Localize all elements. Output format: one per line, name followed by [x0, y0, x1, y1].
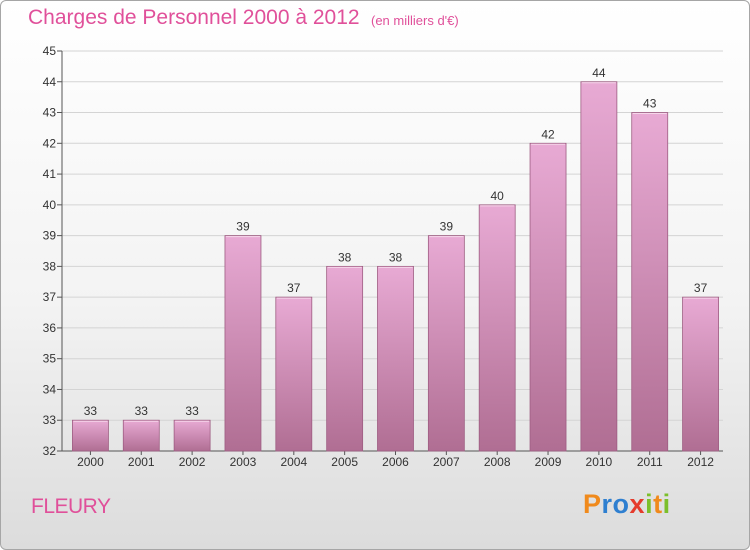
data-label: 39 [236, 220, 250, 234]
data-label: 38 [389, 250, 403, 264]
y-tick-label: 32 [43, 444, 57, 458]
bar [72, 419, 109, 452]
data-label: 37 [694, 281, 708, 295]
logo-letter: x [629, 489, 646, 519]
logo-letter: i [645, 489, 654, 519]
y-tick-label: 34 [43, 382, 57, 396]
data-label: 42 [541, 127, 555, 141]
y-tick-label: 33 [43, 413, 57, 427]
y-tick-label: 41 [43, 167, 57, 181]
y-tick-label: 40 [43, 198, 57, 212]
bar [682, 296, 719, 452]
x-tick-label: 2009 [535, 455, 562, 469]
x-tick-label: 2012 [687, 455, 714, 469]
chart-subtitle: (en milliers d'€) [371, 13, 459, 28]
y-tick-label: 37 [43, 290, 57, 304]
data-label: 39 [440, 220, 454, 234]
y-tick-label: 36 [43, 321, 57, 335]
data-label: 37 [287, 281, 301, 295]
data-label: 33 [84, 404, 98, 418]
x-tick-label: 2003 [230, 455, 257, 469]
y-tick-label: 43 [43, 106, 57, 120]
bar [377, 265, 414, 452]
x-tick-label: 2005 [331, 455, 358, 469]
logo-letter: t [653, 489, 663, 519]
bar [122, 419, 160, 452]
bar [631, 112, 669, 452]
y-tick-label: 44 [43, 75, 57, 89]
bar [173, 419, 211, 452]
data-label: 40 [491, 189, 505, 203]
y-tick-label: 38 [43, 259, 57, 273]
logo-letter: r [601, 489, 613, 519]
data-label: 43 [643, 97, 657, 111]
x-tick-label: 2011 [637, 455, 663, 469]
x-tick-label: 2004 [280, 455, 307, 469]
data-label: 44 [592, 66, 606, 80]
labels: 33 2000 33 2001 33 2002 39 2003 37 2004 38 2005 38 20… [77, 66, 714, 469]
chart-title: Charges de Personnel 2000 à 2012 [28, 6, 360, 29]
data-label: 33 [135, 404, 149, 418]
x-tick-label: 2007 [433, 455, 460, 469]
y-tick-label: 39 [43, 229, 57, 243]
x-tick-label: 2002 [179, 455, 206, 469]
bar [275, 296, 313, 452]
x-tick-label: 2006 [382, 455, 409, 469]
x-tick-label: 2000 [77, 455, 104, 469]
data-label: 38 [338, 250, 352, 264]
y-tick-label: 35 [43, 352, 57, 366]
y-tick-label: 42 [43, 136, 57, 150]
x-tick-label: 2001 [128, 455, 155, 469]
proxiti-logo: Proxiti [583, 489, 671, 520]
logo-letter: o [612, 489, 630, 519]
bars [72, 81, 719, 452]
x-tick-label: 2010 [586, 455, 613, 469]
bar [224, 235, 262, 452]
bar [427, 235, 465, 452]
bar [529, 142, 567, 452]
logo-letter: i [662, 489, 671, 519]
bar [326, 265, 364, 452]
bar [580, 81, 618, 452]
y-tick-label: 45 [43, 44, 57, 58]
city-name: FLEURY [31, 495, 111, 518]
data-label: 33 [185, 404, 199, 418]
x-tick-label: 2008 [484, 455, 511, 469]
logo-letter: P [583, 489, 602, 519]
bar [478, 204, 516, 452]
